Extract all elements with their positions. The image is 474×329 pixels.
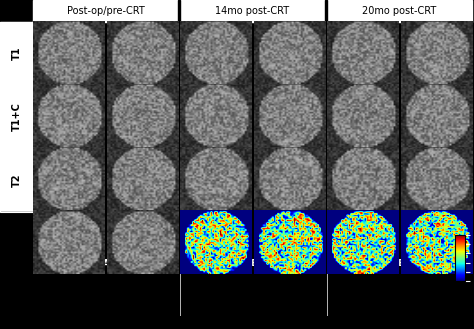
Text: D: D xyxy=(256,28,263,38)
Text: T2: T2 xyxy=(11,173,22,187)
FancyBboxPatch shape xyxy=(0,148,33,212)
FancyBboxPatch shape xyxy=(178,0,180,22)
Text: T1+C: T1+C xyxy=(11,102,22,131)
Text: FLAIR: FLAIR xyxy=(92,260,119,268)
Text: F: F xyxy=(403,28,409,38)
Text: A: A xyxy=(36,28,42,38)
Text: 20mo post-CRT: 20mo post-CRT xyxy=(362,6,437,16)
FancyBboxPatch shape xyxy=(180,0,325,22)
FancyBboxPatch shape xyxy=(325,0,327,22)
Text: 14mo post-CRT: 14mo post-CRT xyxy=(215,6,290,16)
Text: rCBV: rCBV xyxy=(241,260,264,268)
Text: Fig. A    (b, c)    (d, e)  [0.1-4.01]    (c, d, e)    (f, g)    (h, 0.2)    (i,: Fig. A (b, c) (d, e) [0.1-4.01] (c, d, e… xyxy=(9,320,174,325)
Text: rCBV: rCBV xyxy=(388,260,411,268)
Text: Post-op/pre-CRT: Post-op/pre-CRT xyxy=(66,6,145,16)
FancyBboxPatch shape xyxy=(33,0,178,22)
FancyBboxPatch shape xyxy=(0,85,33,148)
FancyBboxPatch shape xyxy=(0,22,33,85)
Text: B: B xyxy=(109,28,115,38)
Text: C: C xyxy=(182,28,189,38)
Text: T1: T1 xyxy=(11,47,22,61)
FancyBboxPatch shape xyxy=(327,0,472,22)
FancyBboxPatch shape xyxy=(0,212,33,275)
Text: E: E xyxy=(329,28,335,38)
